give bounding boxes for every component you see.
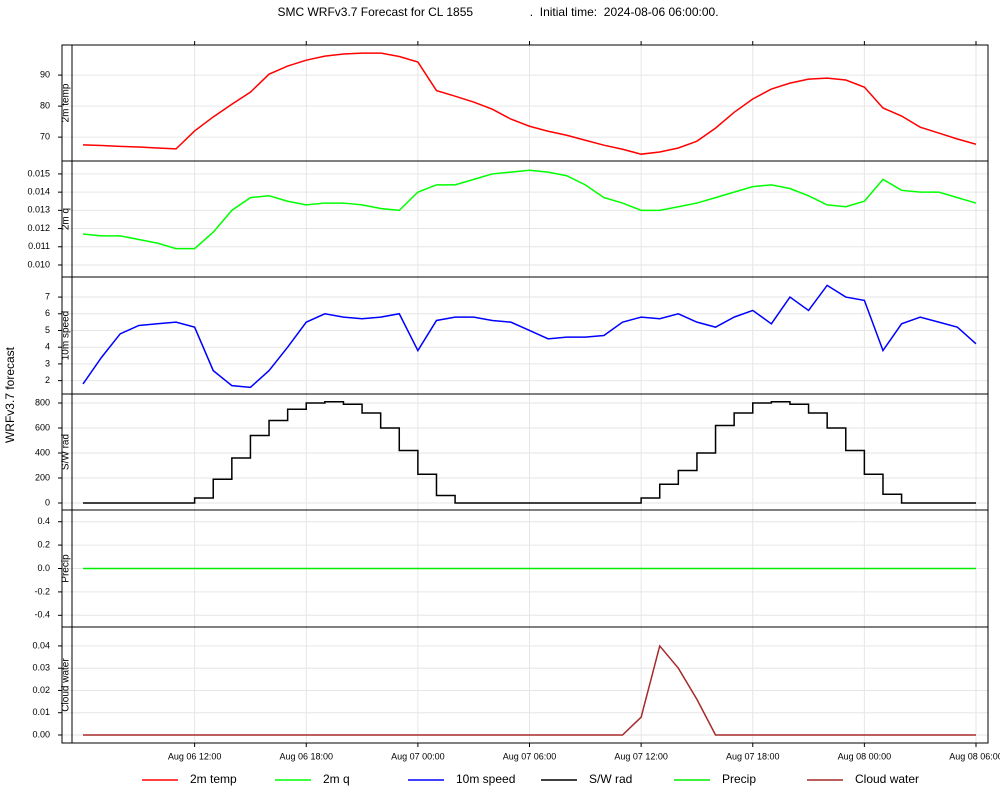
panel-label: S/W rad (61, 434, 72, 470)
chart-title: SMC WRFv3.7 Forecast for CL 1855 . Initi… (277, 5, 718, 19)
y-tick-label: 400 (35, 447, 50, 457)
legend-label: Precip (722, 772, 756, 786)
data-line (82, 169, 977, 250)
panel-label: Cloud water (61, 658, 72, 712)
y-tick-label: 3 (45, 358, 50, 368)
y-tick-label: 4 (45, 342, 50, 352)
y-tick-label: 0.02 (32, 685, 50, 695)
y-tick-label: 0.011 (28, 241, 50, 251)
y-tick-label: 0.015 (27, 168, 50, 178)
x-tick-label: Aug 06 12:00 (168, 751, 222, 761)
panel-label: Precip (61, 554, 72, 583)
x-tick-label: Aug 07 06:00 (503, 751, 557, 761)
x-tick-label: Aug 07 12:00 (614, 751, 668, 761)
panel-frame (61, 160, 989, 278)
y-tick-label: 5 (45, 325, 50, 335)
y-tick-label: 800 (35, 397, 50, 407)
y-tick-label: 0.012 (27, 223, 50, 233)
panel-frame (61, 626, 989, 744)
y-tick-label: 0.014 (27, 187, 50, 197)
x-tick-label: Aug 08 06:00 (949, 751, 1000, 761)
y-tick-label: 0.04 (32, 640, 50, 650)
x-tick-label: Aug 07 18:00 (726, 751, 780, 761)
data-line (82, 52, 977, 155)
y-tick-label: 90 (40, 69, 50, 79)
y-tick-label: 0.01 (32, 707, 50, 717)
panel-frame (61, 393, 989, 511)
panel-label: 10m speed (61, 311, 72, 360)
y-tick-label: 0.03 (32, 663, 50, 673)
data-line (82, 284, 977, 389)
y-axis-title: WRFv3.7 forecast (3, 346, 17, 443)
y-tick-label: 70 (40, 131, 50, 141)
y-tick-label: 0.013 (27, 205, 50, 215)
y-tick-label: 80 (40, 100, 50, 110)
panel-label: 2m q (61, 208, 72, 230)
y-tick-label: 7 (45, 291, 50, 301)
y-tick-label: 0 (45, 497, 50, 507)
x-tick-label: Aug 08 00:00 (838, 751, 892, 761)
data-line (83, 644, 976, 736)
y-tick-label: 2 (45, 375, 50, 385)
y-tick-label: -0.2 (34, 586, 50, 596)
y-tick-label: 600 (35, 422, 50, 432)
y-tick-label: 6 (45, 308, 50, 318)
y-tick-label: -0.4 (34, 610, 50, 620)
legend-label: 2m q (323, 772, 350, 786)
y-tick-label: 0.4 (37, 516, 50, 526)
data-line (83, 401, 976, 504)
y-tick-label: 0.2 (37, 539, 50, 549)
y-tick-label: 0.0 (37, 563, 50, 573)
panel-frame (61, 44, 989, 162)
legend-label: Cloud water (855, 772, 919, 786)
x-tick-label: Aug 07 00:00 (391, 751, 445, 761)
y-tick-label: 0.010 (27, 259, 50, 269)
legend-label: S/W rad (589, 772, 632, 786)
panel-label: 2m temp (61, 83, 72, 122)
legend-label: 10m speed (456, 772, 515, 786)
legend-label: 2m temp (190, 772, 237, 786)
y-tick-label: 200 (35, 472, 50, 482)
x-tick-label: Aug 06 18:00 (279, 751, 333, 761)
y-tick-label: 0.00 (32, 729, 50, 739)
panel-frame (61, 276, 989, 395)
